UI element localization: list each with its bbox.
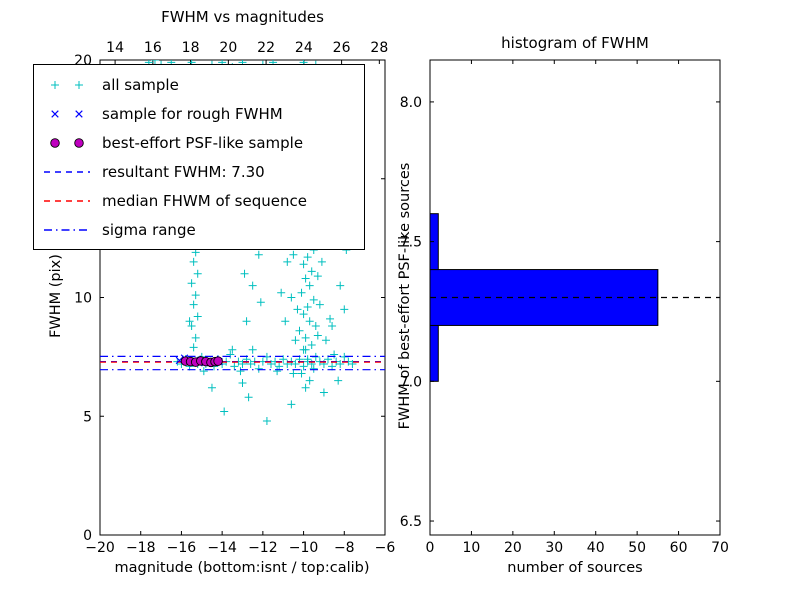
svg-text:60: 60 [670, 540, 688, 556]
left-plot-xlabel: magnitude (bottom:isnt / top:calib) [114, 560, 370, 576]
svg-text:6.5: 6.5 [400, 514, 422, 530]
legend-label: sample for rough FWHM [102, 104, 283, 123]
svg-text:10: 10 [463, 540, 481, 556]
svg-text:7.5: 7.5 [400, 235, 422, 251]
legend-marker-plus-icon [51, 80, 83, 89]
svg-text:40: 40 [587, 540, 605, 556]
svg-text:30: 30 [545, 540, 563, 556]
legend-marker-x-icon [51, 109, 83, 118]
svg-text:50: 50 [628, 540, 646, 556]
legend-item-3: resultant FWHM: 7.30 [42, 157, 358, 186]
svg-text:24: 24 [295, 40, 313, 56]
svg-text:−20: −20 [85, 540, 115, 556]
right-plot-title: histogram of FWHM [501, 34, 649, 52]
legend-item-4: median FHWM of sequence [42, 186, 358, 215]
legend-item-2: best-effort PSF-like sample [42, 128, 358, 157]
svg-text:0: 0 [426, 540, 435, 556]
fwhm-reference-lines [100, 355, 385, 371]
svg-text:20: 20 [504, 540, 522, 556]
svg-text:10: 10 [74, 291, 92, 307]
left-plot-ylabel: FWHM (pix) [48, 254, 64, 338]
legend-item-1: sample for rough FWHM [42, 99, 358, 128]
svg-text:22: 22 [257, 40, 275, 56]
right-plot-xlabel: number of sources [507, 560, 643, 576]
left-plot-title: FWHM vs magnitudes [161, 8, 324, 26]
legend-marker-dashdot-icon [44, 228, 90, 231]
legend: all sample sample for rough FWHM best-effo… [33, 64, 365, 250]
legend-label: sigma range [102, 220, 196, 239]
svg-text:7.0: 7.0 [400, 374, 422, 390]
svg-text:−18: −18 [126, 540, 156, 556]
svg-text:26: 26 [333, 40, 351, 56]
legend-label: resultant FWHM: 7.30 [102, 162, 265, 181]
svg-text:0: 0 [83, 528, 92, 544]
svg-text:28: 28 [370, 40, 388, 56]
svg-text:8.0: 8.0 [400, 95, 422, 111]
svg-text:70: 70 [711, 540, 729, 556]
legend-marker-dashed-icon [44, 199, 90, 202]
svg-text:14: 14 [106, 40, 124, 56]
legend-marker-dashed-icon [44, 170, 90, 173]
legend-item-5: sigma range [42, 215, 358, 244]
legend-label: best-effort PSF-like sample [102, 133, 304, 152]
legend-label: all sample [102, 75, 179, 94]
svg-text:5: 5 [83, 409, 92, 425]
svg-text:−8: −8 [334, 540, 355, 556]
right-plot-ylabel: FWHM of best-effort PSF-like sources [397, 162, 413, 430]
svg-text:−6: −6 [375, 540, 396, 556]
series-psf-like [180, 356, 223, 368]
svg-text:20: 20 [219, 40, 237, 56]
svg-text:−10: −10 [289, 540, 319, 556]
legend-item-0: all sample [42, 70, 358, 99]
svg-text:18: 18 [182, 40, 200, 56]
svg-text:−16: −16 [167, 540, 197, 556]
right-axes [429, 59, 721, 536]
svg-text:−14: −14 [207, 540, 237, 556]
svg-text:16: 16 [144, 40, 162, 56]
legend-marker-circle-icon [50, 137, 84, 148]
legend-label: median FHWM of sequence [102, 191, 307, 210]
svg-text:−12: −12 [248, 540, 278, 556]
